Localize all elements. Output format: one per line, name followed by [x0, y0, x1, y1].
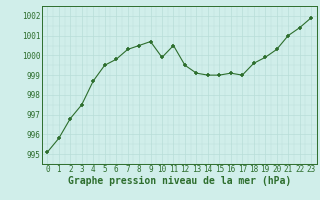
X-axis label: Graphe pression niveau de la mer (hPa): Graphe pression niveau de la mer (hPa) [68, 176, 291, 186]
